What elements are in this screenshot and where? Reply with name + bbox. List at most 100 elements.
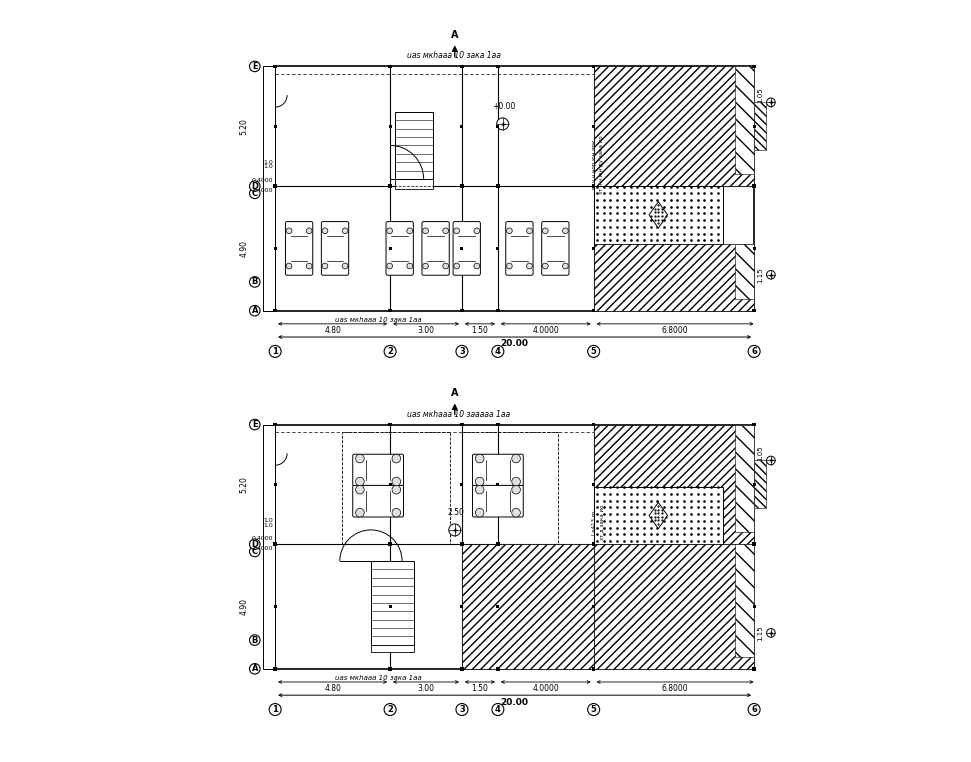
Bar	[592, 543, 595, 546]
Circle shape	[392, 477, 401, 486]
Text: 4.90: 4.90	[240, 598, 249, 615]
Bar	[496, 543, 500, 546]
Bar	[274, 605, 277, 608]
Text: 1: 1	[272, 705, 278, 714]
Circle shape	[250, 306, 260, 316]
Polygon shape	[649, 502, 667, 529]
Bar	[496, 184, 500, 188]
Circle shape	[766, 271, 775, 279]
Text: 0.5000: 0.5000	[251, 188, 273, 194]
Text: C: C	[251, 189, 258, 198]
Bar	[753, 247, 755, 250]
Bar	[496, 125, 499, 128]
Bar	[593, 66, 754, 186]
Bar	[274, 247, 277, 250]
Circle shape	[355, 454, 364, 463]
Text: зт ч ч нор юн иок
зт ч ч юн ду зака ио: зт ч ч нор юн иок зт ч ч юн ду зака ио	[592, 135, 605, 194]
Bar	[275, 66, 754, 311]
Bar	[592, 247, 595, 250]
Circle shape	[507, 228, 513, 234]
Text: 0.5000: 0.5000	[251, 546, 273, 552]
Circle shape	[476, 508, 484, 517]
Circle shape	[476, 477, 484, 486]
Text: 4.0000: 4.0000	[532, 684, 559, 693]
FancyBboxPatch shape	[285, 222, 313, 275]
Circle shape	[474, 228, 480, 234]
Bar	[592, 65, 595, 69]
Circle shape	[748, 345, 760, 357]
FancyBboxPatch shape	[473, 454, 523, 486]
Bar	[460, 309, 464, 312]
Bar	[274, 423, 277, 427]
FancyBboxPatch shape	[542, 222, 569, 275]
Circle shape	[269, 703, 282, 716]
Circle shape	[543, 263, 549, 269]
Bar	[593, 487, 723, 544]
Bar	[388, 309, 392, 312]
Circle shape	[322, 228, 328, 234]
Bar	[754, 460, 766, 508]
Bar	[342, 432, 450, 544]
Bar	[460, 65, 464, 69]
Bar	[496, 309, 500, 312]
Text: 1.0: 1.0	[263, 523, 273, 527]
Circle shape	[476, 454, 484, 463]
Circle shape	[587, 345, 600, 357]
Circle shape	[512, 477, 520, 486]
Bar	[753, 125, 755, 128]
Bar	[593, 544, 754, 669]
Text: 1.0: 1.0	[263, 159, 273, 165]
Bar	[593, 244, 754, 311]
Bar	[753, 543, 755, 546]
Circle shape	[456, 345, 468, 357]
Circle shape	[453, 263, 459, 269]
Text: A: A	[451, 30, 458, 40]
Circle shape	[355, 485, 364, 494]
Bar	[753, 309, 755, 312]
Text: 6: 6	[752, 347, 757, 356]
Text: A: A	[451, 388, 458, 399]
Circle shape	[322, 263, 328, 269]
Bar	[592, 423, 595, 427]
Text: 4: 4	[495, 705, 501, 714]
FancyBboxPatch shape	[453, 222, 481, 275]
Circle shape	[587, 703, 600, 716]
Text: 20.00: 20.00	[501, 697, 528, 706]
Circle shape	[250, 664, 260, 674]
Text: 6.8000: 6.8000	[662, 326, 688, 335]
Bar	[274, 65, 277, 69]
Bar	[274, 184, 277, 188]
Bar	[753, 667, 755, 671]
Circle shape	[497, 118, 509, 130]
Bar	[460, 483, 463, 486]
Bar	[496, 65, 500, 69]
Bar	[753, 184, 755, 188]
Circle shape	[453, 228, 459, 234]
Text: 1.0: 1.0	[263, 517, 273, 523]
Bar	[388, 667, 392, 671]
Text: 5.20: 5.20	[240, 118, 249, 135]
Text: 4.0000: 4.0000	[532, 326, 559, 335]
Bar	[735, 244, 754, 299]
Circle shape	[443, 263, 449, 269]
FancyBboxPatch shape	[321, 222, 349, 275]
Bar	[753, 483, 755, 486]
Circle shape	[562, 263, 568, 269]
Bar	[274, 483, 277, 486]
Circle shape	[562, 228, 568, 234]
Bar	[496, 605, 499, 608]
Bar	[460, 667, 464, 671]
Text: 20.00: 20.00	[501, 339, 528, 348]
Text: 1.15: 1.15	[757, 267, 764, 283]
Circle shape	[306, 228, 312, 234]
Text: 0.4000: 0.4000	[251, 536, 273, 541]
Bar	[496, 667, 500, 671]
Text: 3: 3	[459, 347, 465, 356]
Circle shape	[449, 524, 461, 536]
Bar	[274, 667, 277, 671]
Circle shape	[355, 508, 364, 517]
Circle shape	[250, 188, 260, 199]
Polygon shape	[649, 202, 667, 228]
Circle shape	[422, 228, 428, 234]
Bar	[735, 66, 754, 174]
